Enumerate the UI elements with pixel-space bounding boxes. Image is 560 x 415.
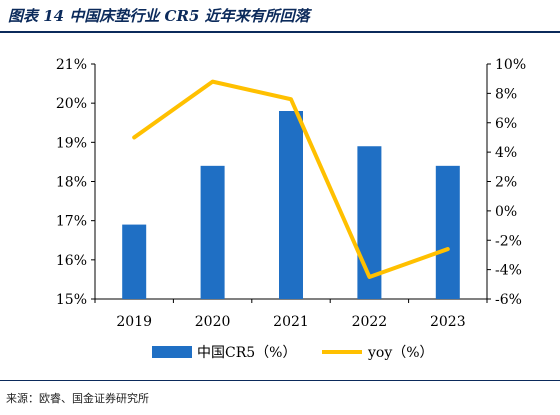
bar-cr5-2019 [122, 224, 147, 299]
point-yoy-2023 [446, 247, 450, 251]
right-tick-label: 0% [495, 204, 517, 220]
left-tick-label: 17% [56, 214, 87, 230]
right-tick-label: -2% [495, 233, 522, 249]
title-rule [0, 31, 560, 33]
bar-cr5-2020 [200, 165, 225, 299]
left-tick-label: 21% [56, 57, 87, 73]
legend-label-cr5: 中国CR5（%） [197, 345, 296, 361]
left-tick-label: 18% [56, 175, 87, 191]
bar-cr5-2021 [279, 111, 303, 299]
legend-label-yoy: yoy（%） [367, 345, 434, 361]
chart-title: 图表 14 中国床垫行业 CR5 近年来有所回落 [8, 7, 310, 25]
right-tick-label: -6% [495, 292, 522, 308]
point-yoy-2022 [367, 275, 371, 279]
x-tick-label: 2020 [195, 314, 231, 330]
left-tick-label: 19% [56, 135, 87, 151]
bar-cr5-2023 [435, 165, 460, 299]
x-tick-label: 2022 [352, 314, 388, 330]
right-tick-label: 2% [495, 175, 517, 191]
point-yoy-2019 [132, 135, 136, 139]
source-rule [0, 380, 560, 381]
left-tick-label: 15% [56, 292, 87, 308]
source-note: 来源：欧睿、国金证券研究所 [6, 392, 149, 405]
left-tick-label: 16% [56, 253, 87, 269]
point-yoy-2020 [211, 80, 215, 84]
legend-swatch-cr5 [152, 346, 192, 358]
point-yoy-2021 [289, 97, 293, 101]
right-tick-label: 8% [495, 86, 517, 102]
x-tick-label: 2021 [273, 314, 309, 330]
combo-chart: 15% 16% 17% 18% 19% 20% 21% -6% -4% -2% 0% 2% 4% 6% 8%… [56, 57, 526, 361]
x-tick-label: 2023 [430, 314, 466, 330]
right-tick-label: 10% [495, 57, 526, 73]
right-tick-label: 6% [495, 116, 517, 132]
right-tick-label: 4% [495, 145, 517, 161]
left-tick-label: 20% [56, 96, 87, 112]
x-tick-label: 2019 [116, 314, 152, 330]
right-tick-label: -4% [495, 263, 522, 279]
